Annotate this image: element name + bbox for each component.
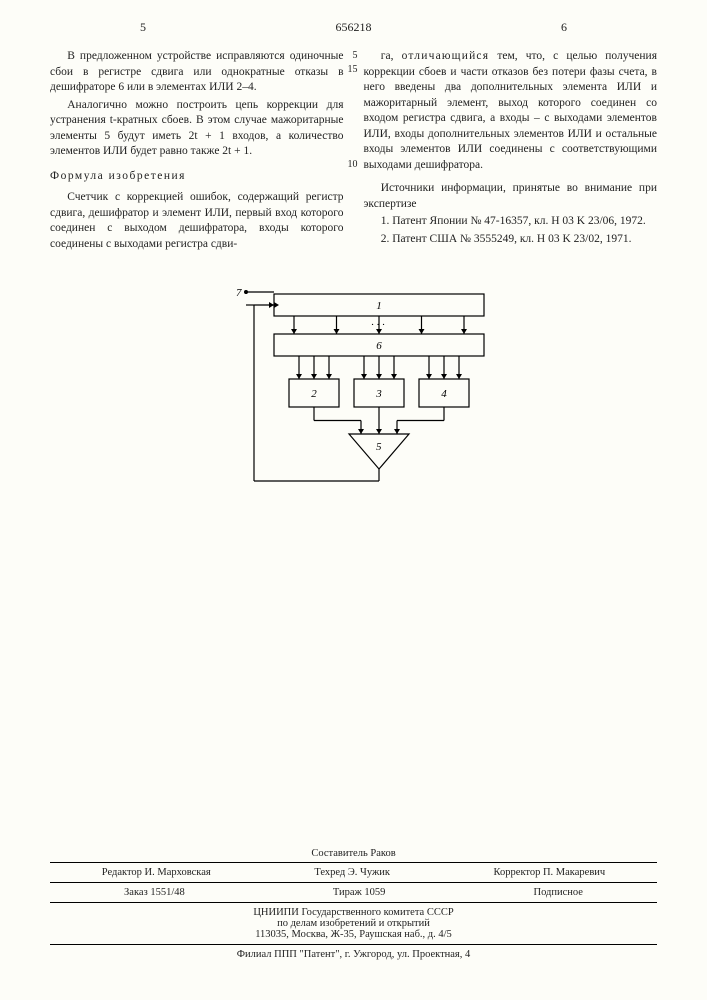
body-columns: В предложенном устройстве исправляются о… (50, 49, 657, 254)
right-column: га, отличающийся тем, что, с целью получ… (364, 49, 658, 254)
footer-org: ЦНИИПИ Государственного комитета СССР по… (50, 903, 657, 945)
line-number-5: 5 (335, 49, 357, 63)
org2: по делам изобретений и открытий (50, 918, 657, 929)
col-num-right: 6 (561, 20, 567, 35)
page: 5 656218 6 В предложенном устройстве исп… (0, 0, 707, 1000)
footer-row-1: Редактор И. Марховская Техред Э. Чужик К… (50, 862, 657, 883)
svg-text:· · ·: · · · (371, 319, 385, 331)
line-number-15: 15 (330, 63, 357, 77)
source-2: 2. Патент США № 3555249, кл. H 03 K 23/0… (364, 232, 658, 248)
corrector: Корректор П. Макаревич (494, 867, 606, 878)
branch: Филиал ППП "Патент", г. Ужгород, ул. Про… (50, 945, 657, 960)
svg-text:2: 2 (311, 388, 317, 400)
footer-row-2: Заказ 1551/48 Тираж 1059 Подписное (50, 883, 657, 903)
svg-text:3: 3 (375, 388, 382, 400)
para-2: 5 Аналогично можно построить цепь коррек… (50, 98, 344, 160)
left-column: В предложенном устройстве исправляются о… (50, 49, 344, 254)
distinguishing: отличающийся (402, 50, 490, 62)
header: 5 656218 6 (50, 20, 657, 35)
podpis: Подписное (534, 887, 583, 898)
col-num-left: 5 (140, 20, 146, 35)
para-1: В предложенном устройстве исправляются о… (50, 49, 344, 96)
circuit-diagram: 1 6 2 3 4 · · · 5 7 (204, 284, 504, 494)
svg-text:1: 1 (376, 300, 382, 312)
svg-text:5: 5 (376, 441, 382, 453)
sources-heading: Источники информации, принятые во вниман… (364, 181, 658, 212)
source-1: 1. Патент Японии № 47-16357, кл. H 03 K … (364, 214, 658, 230)
techred: Техред Э. Чужик (314, 867, 390, 878)
svg-text:7: 7 (236, 287, 242, 299)
svg-text:4: 4 (441, 388, 447, 400)
para-3: 15 Счетчик с коррекцией ошибок, содержащ… (50, 190, 344, 252)
org1: ЦНИИПИ Государственного комитета СССР (50, 907, 657, 918)
line-number-10: 10 (348, 158, 358, 172)
svg-text:6: 6 (376, 340, 382, 352)
editor: Редактор И. Марховская (102, 867, 211, 878)
order: Заказ 1551/48 (124, 887, 185, 898)
formula-heading: Формула изобретения (50, 169, 344, 185)
para-r1: га, отличающийся тем, что, с целью получ… (364, 49, 658, 173)
tirazh: Тираж 1059 (333, 887, 386, 898)
composer: Составитель Раков (50, 848, 657, 862)
address: 113035, Москва, Ж-35, Раушская наб., д. … (50, 929, 657, 940)
doc-number: 656218 (336, 20, 372, 35)
colophon: Составитель Раков Редактор И. Марховская… (50, 848, 657, 960)
